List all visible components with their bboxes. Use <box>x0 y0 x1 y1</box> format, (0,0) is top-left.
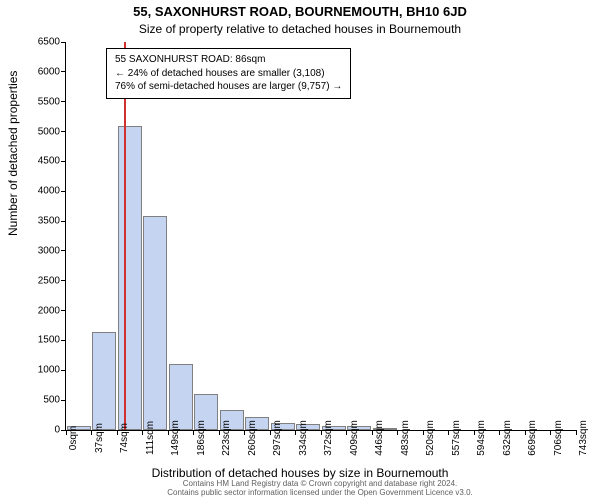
x-tick-label: 446sqm <box>374 420 385 456</box>
y-tick-label: 4500 <box>38 156 60 167</box>
chart-title-main: 55, SAXONHURST ROAD, BOURNEMOUTH, BH10 6… <box>0 4 600 19</box>
y-tick-label: 3500 <box>38 216 60 227</box>
x-tick-mark <box>321 430 322 435</box>
x-tick-label: 632sqm <box>502 420 513 456</box>
y-tick-label: 3000 <box>38 245 60 256</box>
x-tick-label: 409sqm <box>349 420 360 456</box>
histogram-bar <box>118 126 142 430</box>
x-tick-mark <box>168 430 169 435</box>
x-tick-label: 372sqm <box>323 420 334 456</box>
x-tick-mark <box>295 430 296 435</box>
y-tick-mark <box>61 161 66 162</box>
x-tick-label: 594sqm <box>476 420 487 456</box>
x-tick-mark <box>117 430 118 435</box>
x-tick-mark <box>244 430 245 435</box>
y-tick-mark <box>61 42 66 43</box>
x-tick-label: 223sqm <box>221 420 232 456</box>
x-tick-label: 149sqm <box>170 420 181 456</box>
x-tick-mark <box>499 430 500 435</box>
x-tick-mark <box>525 430 526 435</box>
y-tick-mark <box>61 250 66 251</box>
x-tick-mark <box>193 430 194 435</box>
x-tick-label: 743sqm <box>578 420 589 456</box>
chart-container: 55, SAXONHURST ROAD, BOURNEMOUTH, BH10 6… <box>0 0 600 500</box>
x-tick-mark <box>423 430 424 435</box>
annotation-line-1: 55 SAXONHURST ROAD: 86sqm <box>115 54 265 65</box>
x-tick-mark <box>372 430 373 435</box>
y-tick-mark <box>61 71 66 72</box>
x-tick-mark <box>142 430 143 435</box>
y-tick-label: 1000 <box>38 365 60 376</box>
y-tick-label: 500 <box>43 395 60 406</box>
x-tick-mark <box>219 430 220 435</box>
y-tick-label: 6500 <box>38 37 60 48</box>
x-tick-mark <box>448 430 449 435</box>
y-tick-label: 1500 <box>38 335 60 346</box>
annotation-line-2: ← 24% of detached houses are smaller (3,… <box>115 68 325 79</box>
y-tick-label: 5000 <box>38 126 60 137</box>
x-tick-label: 297sqm <box>272 420 283 456</box>
y-axis-label: Number of detached properties <box>6 71 20 236</box>
y-tick-mark <box>61 221 66 222</box>
y-tick-mark <box>61 131 66 132</box>
x-tick-label: 260sqm <box>247 420 258 456</box>
chart-title-sub: Size of property relative to detached ho… <box>0 22 600 36</box>
footer-attribution: Contains HM Land Registry data © Crown c… <box>65 479 575 498</box>
x-tick-mark <box>91 430 92 435</box>
y-tick-mark <box>61 280 66 281</box>
x-tick-label: 669sqm <box>527 420 538 456</box>
y-tick-label: 6000 <box>38 66 60 77</box>
annotation-box: 55 SAXONHURST ROAD: 86sqm ← 24% of detach… <box>106 48 351 99</box>
x-tick-mark <box>66 430 67 435</box>
x-tick-mark <box>346 430 347 435</box>
y-tick-label: 4000 <box>38 186 60 197</box>
y-tick-mark <box>61 101 66 102</box>
y-tick-label: 0 <box>54 425 60 436</box>
footer-line-1: Contains HM Land Registry data © Crown c… <box>183 479 458 488</box>
y-tick-label: 2500 <box>38 275 60 286</box>
y-tick-label: 5500 <box>38 96 60 107</box>
x-tick-mark <box>474 430 475 435</box>
x-tick-label: 111sqm <box>145 421 156 455</box>
y-tick-mark <box>61 340 66 341</box>
histogram-bar <box>92 332 116 430</box>
x-tick-label: 186sqm <box>196 420 207 456</box>
x-tick-mark <box>270 430 271 435</box>
x-tick-label: 74sqm <box>119 423 130 453</box>
annotation-line-3: 76% of semi-detached houses are larger (… <box>115 81 342 92</box>
plot-area: 55 SAXONHURST ROAD: 86sqm ← 24% of detach… <box>65 42 576 431</box>
x-tick-label: 37sqm <box>94 423 105 453</box>
x-tick-label: 557sqm <box>451 420 462 456</box>
y-tick-label: 2000 <box>38 305 60 316</box>
y-tick-mark <box>61 310 66 311</box>
property-marker-line <box>124 42 126 430</box>
x-tick-mark <box>550 430 551 435</box>
x-tick-label: 334sqm <box>298 420 309 456</box>
y-tick-mark <box>61 400 66 401</box>
y-tick-mark <box>61 191 66 192</box>
x-tick-label: 483sqm <box>400 420 411 456</box>
y-tick-mark <box>61 370 66 371</box>
histogram-bar <box>143 216 167 430</box>
x-tick-label: 706sqm <box>553 420 564 456</box>
x-tick-mark <box>397 430 398 435</box>
x-tick-label: 0sqm <box>68 426 79 450</box>
footer-line-2: Contains public sector information licen… <box>167 488 473 497</box>
x-tick-mark <box>576 430 577 435</box>
x-tick-label: 520sqm <box>425 420 436 456</box>
